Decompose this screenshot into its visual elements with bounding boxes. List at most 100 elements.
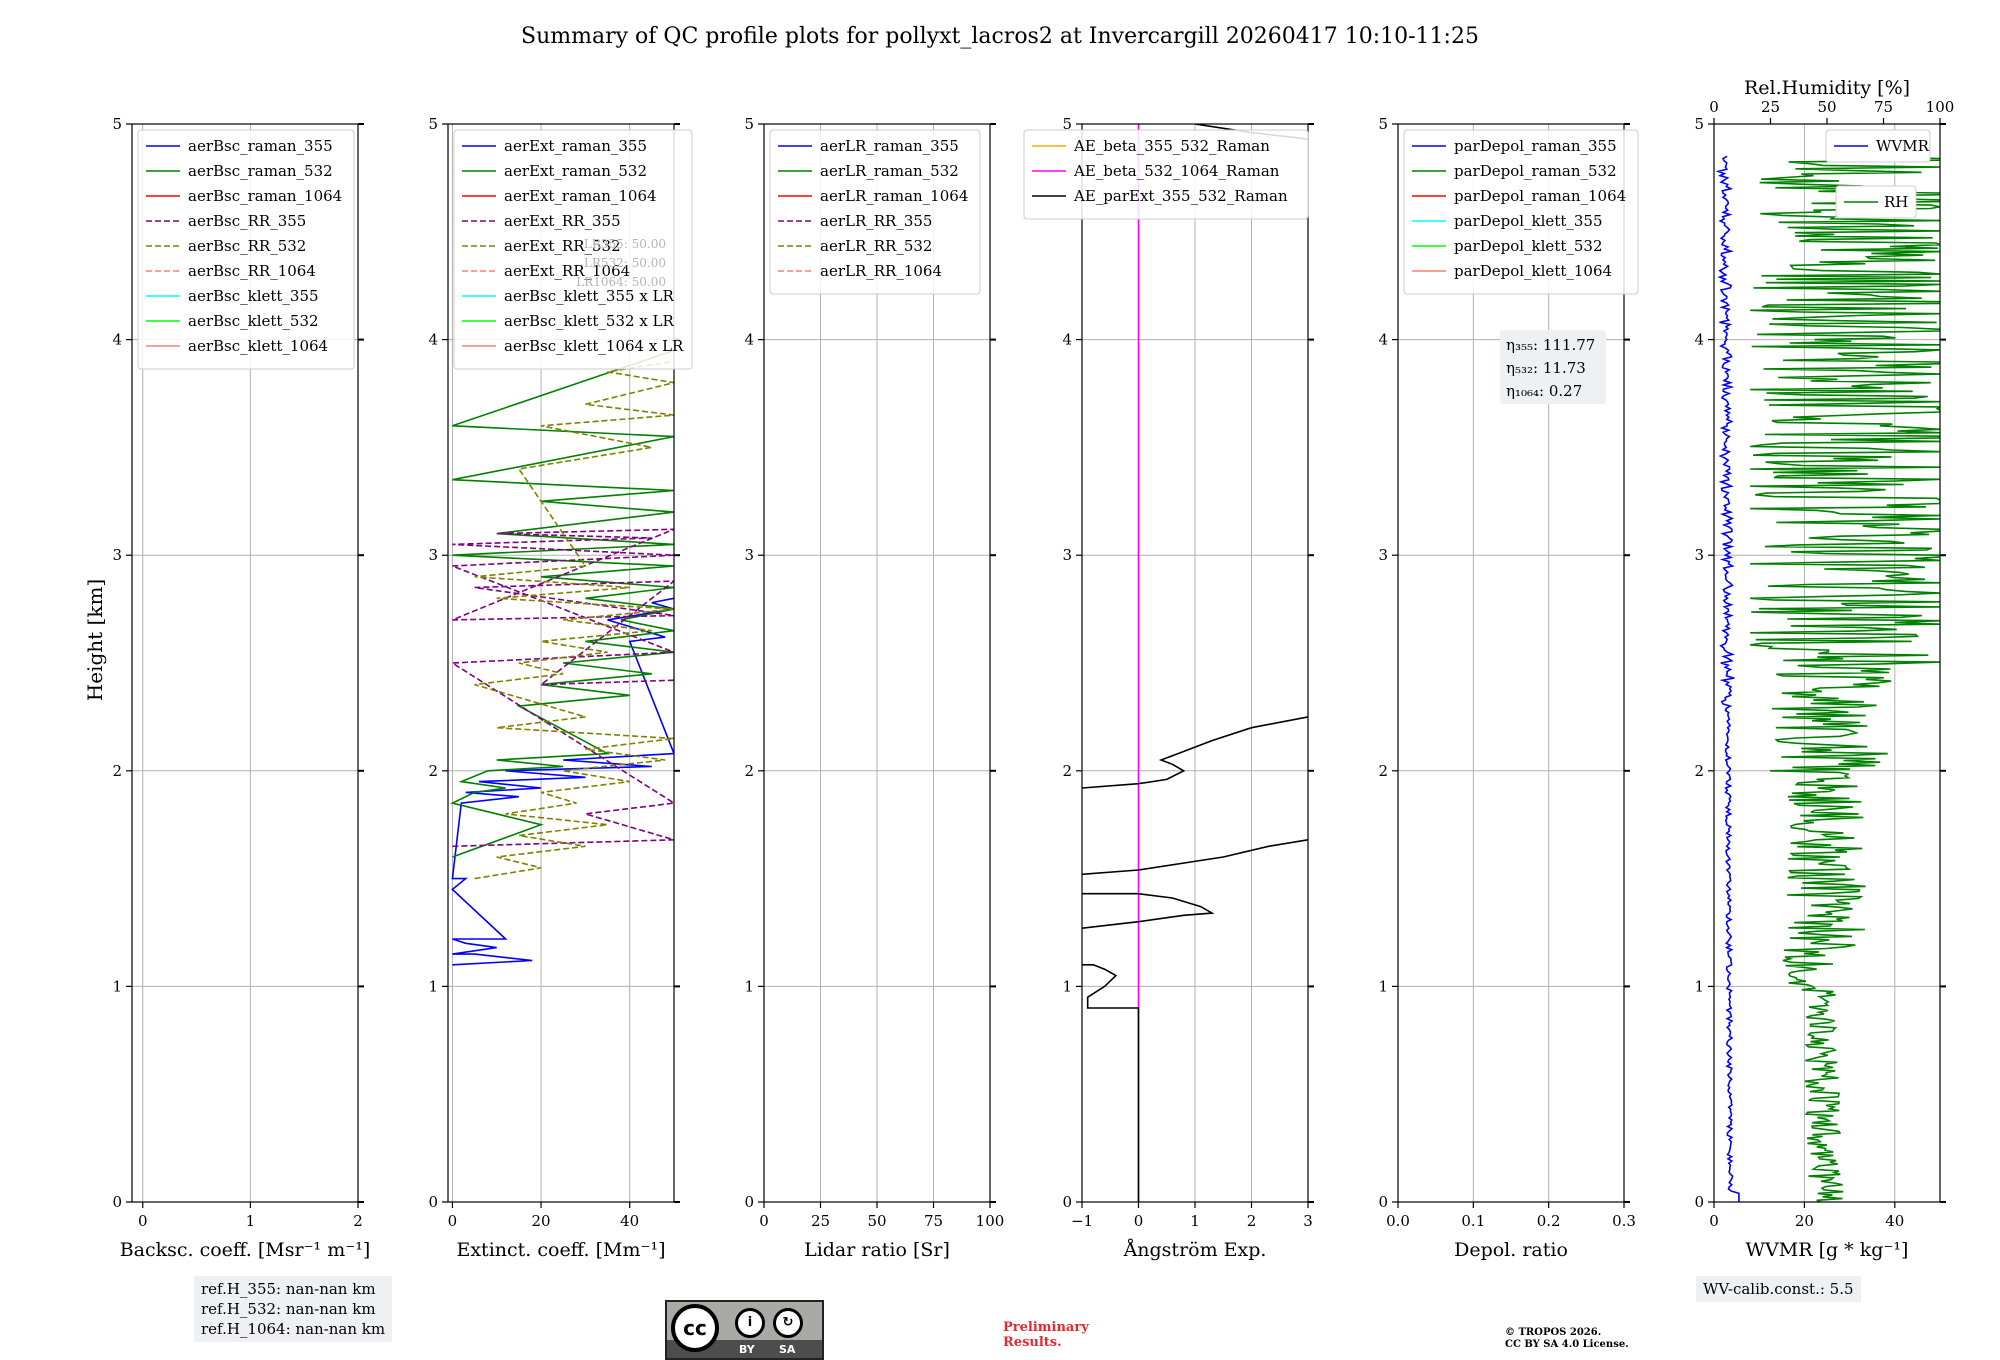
x-tick-label: 0.3 [1612, 1212, 1636, 1230]
x-tick-label: 1 [1190, 1212, 1200, 1230]
y-tick-label: 2 [112, 762, 122, 780]
x-tick-label: 0.1 [1461, 1212, 1485, 1230]
y-tick-label: 1 [112, 977, 122, 995]
y-tick-label: 4 [1694, 331, 1704, 349]
legend-label: aerBsc_klett_532 [188, 312, 319, 330]
y-tick-label: 1 [1694, 977, 1704, 995]
y-tick-label: 4 [112, 331, 122, 349]
legend-label: aerBsc_klett_532 x LR [504, 312, 675, 330]
panel-depol: 0.0 0.1 0.2 0.3 0 1 2 3 4 5 Depol. ratio parDepol_r… [1378, 115, 1639, 1261]
x-tick-label: 25 [811, 1212, 830, 1230]
legend: aerLR_raman_355 aerLR_raman_532 aerLR_rama… [769, 129, 981, 295]
y-tick-label: 1 [1378, 977, 1388, 995]
legend-label: aerLR_RR_1064 [820, 262, 942, 280]
legend-box [1023, 129, 1309, 220]
legend-box [137, 129, 355, 370]
x-tick-label: 40 [1885, 1212, 1904, 1230]
series-line-aerExt_raman_532 [450, 349, 674, 858]
preliminary-line-2: Results. [1003, 1335, 1062, 1350]
eta-annotation: η₃₅₅: 111.77 [1506, 336, 1595, 354]
legend-label: aerBsc_klett_355 x LR [504, 287, 675, 305]
y-tick-label: 2 [428, 762, 438, 780]
y-tick-label: 5 [1062, 115, 1072, 133]
y-tick-label: 2 [1062, 762, 1072, 780]
y-tick-label: 0 [112, 1193, 122, 1211]
y-tick-label: 5 [1694, 115, 1704, 133]
x-axis-label: Ångström Exp. [1123, 1239, 1267, 1261]
copyright-line-2: CC BY SA 4.0 License. [1505, 1339, 1629, 1350]
lr-annotation: LR532: 50.00 [584, 256, 666, 270]
series-line-RH [1750, 156, 1940, 1202]
eta-annotation: η₅₃₂: 11.73 [1506, 359, 1586, 377]
series-line-aerExt_RR_355 [449, 528, 674, 848]
cc-license-badge: cc i ↻ BY SA [665, 1300, 824, 1360]
x-tick-label: 20 [532, 1212, 551, 1230]
legend-label: aerLR_raman_355 [820, 137, 959, 155]
x-axis-label: WVMR [g * kg⁻¹] [1746, 1239, 1909, 1261]
series-line-WVMR [1715, 155, 1740, 1202]
wv-calib-text: WV-calib.const.: 5.5 [1703, 1280, 1854, 1298]
panel-ext: 0 20 40 0 1 2 3 4 5 Extinct. coeff. [Mm⁻¹] aerExt_… [428, 115, 693, 1261]
y-tick-label: 3 [112, 546, 122, 564]
cc-logo-icon: cc [671, 1304, 719, 1352]
lr-annotation: LR355: 50.00 [584, 237, 666, 251]
wv-calib-box: WV-calib.const.: 5.5 [1696, 1276, 1861, 1302]
legend-label: aerExt_raman_532 [504, 162, 647, 180]
axes-frame [1081, 123, 1309, 1203]
y-tick-label: 1 [1062, 977, 1072, 995]
panel-bsc: 0 1 2 0 1 2 3 4 5 Backsc. coeff. [Msr⁻¹ m⁻¹] aerBs… [112, 115, 370, 1261]
ref-height-355: ref.H_355: nan-nan km [201, 1280, 376, 1298]
x-tick-label: 50 [867, 1212, 886, 1230]
y-tick-label: 4 [428, 331, 438, 349]
legend-label: aerBsc_RR_532 [188, 237, 306, 255]
x-axis-label: Backsc. coeff. [Msr⁻¹ m⁻¹] [120, 1239, 371, 1261]
y-tick-label: 5 [1378, 115, 1388, 133]
legend-label: RH [1884, 193, 1908, 211]
x2-tick-label: 25 [1761, 98, 1780, 116]
x-tick-label: 0 [1134, 1212, 1144, 1230]
y-tick-label: 3 [744, 546, 754, 564]
legend-label: aerBsc_raman_1064 [188, 187, 342, 205]
lr-annotation: LR1064: 50.00 [576, 275, 666, 289]
y-tick-label: 4 [1378, 331, 1388, 349]
legend-label: parDepol_raman_355 [1454, 137, 1617, 155]
y-tick-label: 1 [744, 977, 754, 995]
copyright-line-1: © TROPOS 2026. [1505, 1327, 1602, 1338]
legend-box [1825, 129, 1931, 163]
x-tick-label: 40 [620, 1212, 639, 1230]
y-tick-label: 1 [428, 977, 438, 995]
legend-label: aerExt_RR_1064 [504, 262, 630, 280]
legend-label: aerLR_RR_355 [820, 212, 932, 230]
series-line-AE_parExt_355_532_Raman [1082, 964, 1140, 1202]
eta-annotation: η₁₀₆₄: 0.27 [1506, 382, 1582, 400]
legend-label: parDepol_raman_532 [1454, 162, 1617, 180]
y-axis-label: Height [km] [83, 579, 107, 701]
y-tick-label: 3 [428, 546, 438, 564]
x-tick-label: 20 [1795, 1212, 1814, 1230]
series-line-AE_parExt_355_532_Raman [1082, 839, 1308, 876]
legend: aerExt_raman_355 aerExt_raman_532 aerExt_r… [453, 129, 693, 370]
y-tick-label: 5 [112, 115, 122, 133]
y-tick-label: 4 [744, 331, 754, 349]
legend-label: parDepol_klett_532 [1454, 237, 1603, 255]
copyright-note: © TROPOS 2026. CC BY SA 4.0 License. [1505, 1327, 1629, 1351]
y-tick-label: 5 [744, 115, 754, 133]
legend-label: aerExt_raman_355 [504, 137, 647, 155]
x-tick-label: −1 [1071, 1212, 1093, 1230]
legend-label: aerBsc_klett_355 [188, 287, 319, 305]
x-tick-label: 0 [138, 1212, 148, 1230]
x-axis-label: Depol. ratio [1454, 1239, 1568, 1261]
legend-label: aerBsc_klett_1064 [188, 337, 328, 355]
x-tick-label: 3 [1303, 1212, 1313, 1230]
y-tick-label: 2 [1378, 762, 1388, 780]
panel-lr: 0 25 50 75 100 0 1 2 3 4 5 Lidar ratio [Sr] aerLR_ra… [744, 115, 1004, 1261]
legend-label: AE_beta_532_1064_Raman [1073, 162, 1280, 180]
axes-frame [763, 123, 991, 1203]
x2-axis-label: Rel.Humidity [%] [1744, 77, 1910, 99]
x-tick-label: 2 [353, 1212, 363, 1230]
panel-wv: 0 20 40 0 1 2 3 4 5 WVMR [g * kg⁻¹] 0 25 50 75 100 Rel.… [1694, 77, 1954, 1261]
legend-label: aerBsc_raman_532 [188, 162, 333, 180]
legend-label: aerExt_RR_355 [504, 212, 621, 230]
